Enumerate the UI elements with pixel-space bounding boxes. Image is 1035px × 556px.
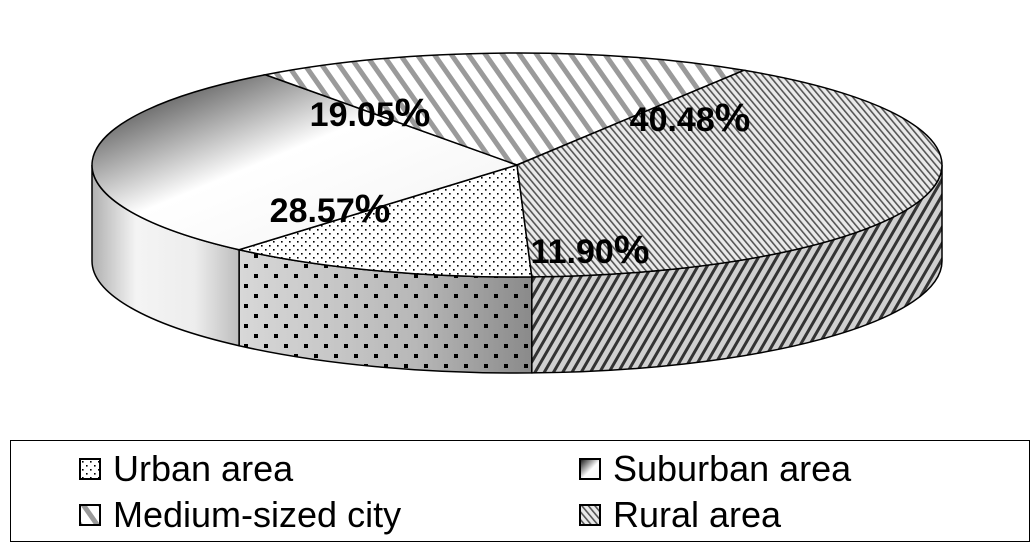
data-label-rural: 40.48% (630, 96, 751, 140)
legend-swatch-suburban (579, 458, 601, 480)
pie-side-urban-dots (239, 249, 532, 373)
legend-swatch-urban (79, 458, 101, 480)
legend-label-suburban: Suburban area (613, 448, 852, 489)
legend-label-medium-city: Medium-sized city (113, 494, 402, 535)
legend-item-medium-city: Medium-sized city (79, 495, 401, 535)
legend-swatch-rural (579, 504, 601, 526)
chart-legend: Urban area Suburban area Medium-sized ci… (10, 440, 1030, 542)
data-label-urban: 11.90% (531, 228, 650, 272)
legend-item-urban: Urban area (79, 449, 293, 489)
pie-slice-rural (516, 69, 943, 278)
pie-slice-urban (236, 164, 533, 278)
pie-slice-suburban (91, 73, 520, 251)
legend-label-rural: Rural area (613, 494, 782, 535)
legend-item-rural: Rural area (579, 495, 781, 535)
pie-slice-medium-city (262, 52, 747, 166)
data-label-medium-city: 19.05% (310, 91, 431, 135)
pie-chart: 11.90% 28.57% 19.05% 40.48% (91, 52, 943, 374)
legend-swatch-medium-city (79, 504, 101, 526)
legend-label-urban: Urban area (113, 448, 294, 489)
legend-item-suburban: Suburban area (579, 449, 851, 489)
data-label-suburban: 28.57% (270, 187, 391, 231)
